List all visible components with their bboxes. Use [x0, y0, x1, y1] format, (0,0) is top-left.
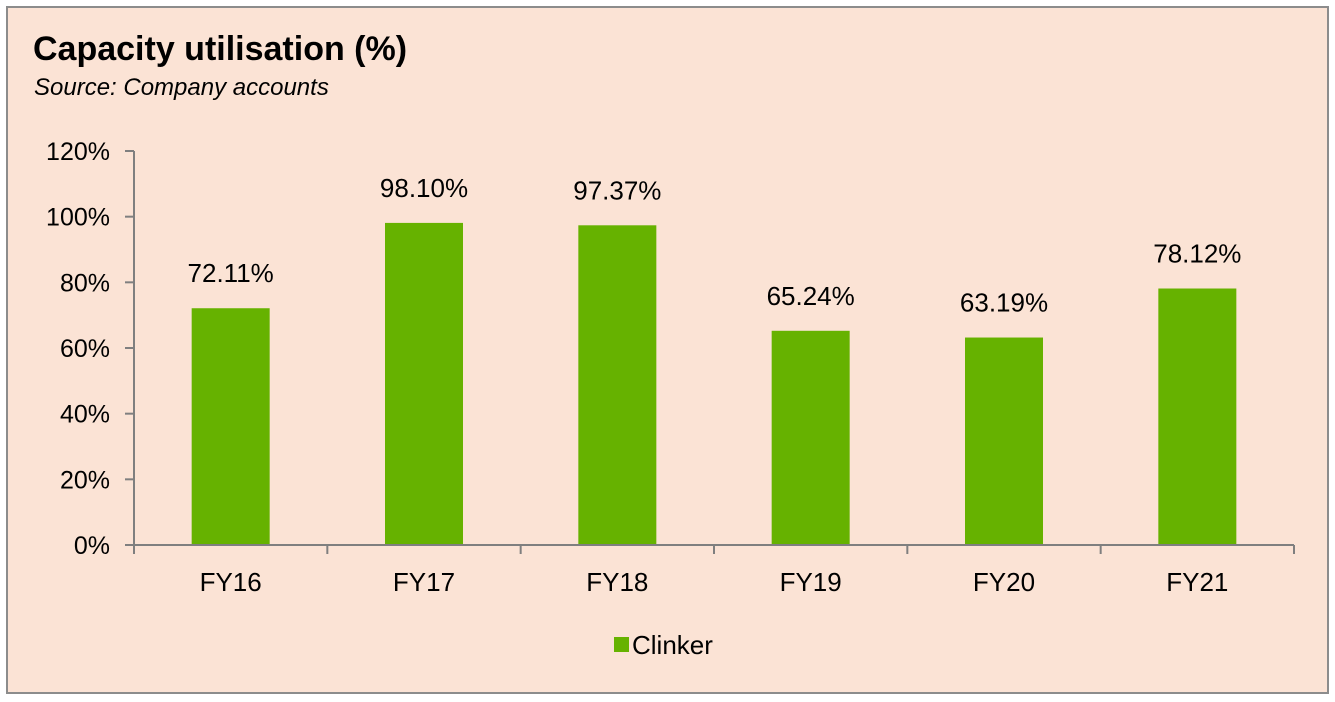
bar-value-label: 72.11% [188, 258, 274, 288]
x-tick-label: FY20 [973, 567, 1035, 597]
y-tick-label: 100% [46, 204, 110, 232]
axes [133, 151, 1294, 546]
bar-value-label: 97.37% [573, 175, 661, 205]
y-axis-ticks: 0% 20% 40% 60% 80% 100% 120% [46, 138, 134, 560]
bar [578, 225, 657, 546]
bar [771, 330, 850, 545]
x-tick-label: FY19 [780, 567, 842, 597]
bar-value-label: 63.19% [960, 288, 1048, 318]
x-tick-label: FY16 [200, 567, 262, 597]
bar [1158, 288, 1237, 545]
x-tick-label: FY18 [586, 567, 648, 597]
data-labels: 72.11% 98.10% 97.37% 65.24% 63.19% 78.12% [188, 173, 1242, 318]
bar [965, 337, 1043, 545]
y-tick-label: 80% [60, 269, 110, 297]
legend-swatch [614, 637, 629, 652]
x-axis-ticks: FY16 FY17 FY18 FY19 FY20 FY21 [133, 545, 1295, 597]
chart-subtitle: Source: Company accounts [34, 74, 329, 101]
y-tick-label: 20% [60, 466, 110, 494]
chart-title: Capacity utilisation (%) [33, 30, 408, 68]
bar [191, 308, 270, 545]
x-tick-label: FY17 [393, 567, 455, 597]
legend: Clinker [614, 630, 713, 660]
bar [385, 222, 463, 545]
bar-value-label: 65.24% [767, 281, 855, 311]
y-tick-label: 40% [60, 401, 110, 429]
y-tick-label: 60% [60, 335, 110, 363]
bar-value-label: 98.10% [380, 173, 468, 203]
y-tick-label: 0% [74, 532, 110, 560]
bar-value-label: 78.12% [1153, 239, 1241, 269]
x-tick-label: FY21 [1166, 567, 1228, 597]
y-tick-label: 120% [46, 138, 110, 166]
legend-label: Clinker [632, 630, 713, 660]
bar-series [191, 222, 1237, 546]
